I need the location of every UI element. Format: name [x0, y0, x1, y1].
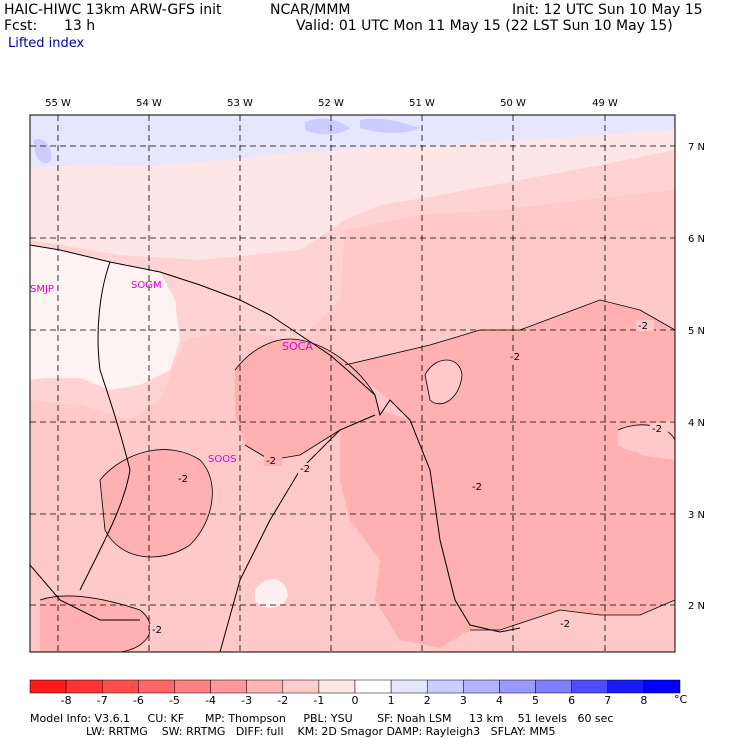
lat-label: 3 N: [688, 510, 705, 521]
colorbar-swatch: [571, 679, 609, 694]
model-info-line2: LW: RRTMG SW: RRTMG DIFF: full KM: 2D Sm…: [30, 725, 556, 738]
colorbar-tick-label: 6: [568, 694, 575, 707]
contour-label: -2: [152, 625, 162, 636]
lat-label: 4 N: [688, 418, 705, 429]
colorbar-tick-label: 4: [496, 694, 503, 707]
shade-pocket-1: [425, 360, 462, 404]
contour-lines: [39, 299, 675, 652]
colorbar: -8 -7 -6 -5 -4 -3 -2 -1 0 1 2 3 4 5 6 7 8: [29, 679, 681, 707]
colorbar-swatch: [643, 679, 681, 694]
shade-positive-blob-3: [34, 139, 52, 164]
colorbar-tick-label: -5: [169, 694, 180, 707]
colorbar-swatch: [463, 679, 500, 694]
colorbar-swatch: [210, 679, 247, 694]
colorbar-unit: °C: [674, 693, 688, 706]
colorbar-swatch: [426, 679, 464, 694]
shade-minus2-south: [340, 410, 470, 648]
station-label: SOOS: [208, 454, 236, 465]
contour-label: -2: [510, 352, 520, 363]
colorbar-tick-label: -6: [133, 694, 144, 707]
shade-pocket-3: [255, 579, 288, 608]
colorbar-tick-label: -8: [61, 694, 72, 707]
shade-positive-north: [30, 115, 675, 168]
org-label: NCAR/MMM: [270, 2, 351, 18]
shade-minus2-central: [235, 339, 380, 460]
latitude-labels: 7 N 6 N 5 N 4 N 3 N 2 N: [688, 142, 705, 612]
colorbar-swatch: [282, 679, 320, 694]
map-frame: [29, 114, 676, 653]
shade-positive-blob-1: [305, 118, 350, 135]
contour-label: -2: [638, 321, 648, 332]
colorbar-swatch: [101, 679, 139, 694]
lat-label: 5 N: [688, 326, 705, 337]
model-info-line1: Model Info: V3.6.1 CU: KF MP: Thompson P…: [30, 712, 614, 725]
lon-label: 54 W: [136, 98, 162, 109]
coastlines: [30, 244, 521, 652]
colorbar-swatch: [174, 679, 211, 694]
contour-label: -2: [652, 424, 662, 435]
colorbar-tick-label: -7: [97, 694, 108, 707]
valid-time: Valid: 01 UTC Mon 11 May 15 (22 LST Sun …: [296, 18, 673, 34]
lon-label: 51 W: [409, 98, 435, 109]
colorbar-tick-label: -4: [205, 694, 216, 707]
colorbar-swatch: [138, 679, 175, 694]
init-time: Init: 12 UTC Sun 10 May 15: [512, 2, 703, 18]
colorbar-swatch: [65, 679, 103, 694]
lat-label: 6 N: [688, 234, 705, 245]
colorbar-swatch: [607, 679, 645, 694]
colorbar-swatch: [499, 679, 536, 694]
station-label: SOGM: [131, 280, 162, 291]
lon-label: 50 W: [500, 98, 526, 109]
graticule: [30, 115, 675, 652]
lon-label: 52 W: [318, 98, 344, 109]
model-title: HAIC-HIWC 13km ARW-GFS init: [4, 2, 222, 18]
field-name: Lifted index: [8, 36, 85, 51]
shade-positive-blob-2: [360, 118, 420, 133]
colorbar-swatch: [246, 679, 284, 694]
forecast-hour: 13 h: [64, 18, 96, 34]
lat-label: 7 N: [688, 142, 705, 153]
contour-label: -2: [300, 464, 310, 475]
shaded-field: [30, 115, 675, 652]
colorbar-tick-label: 1: [388, 694, 395, 707]
colorbar-swatch: [535, 679, 572, 694]
colorbar-tick-label: 5: [532, 694, 539, 707]
colorbar-tick-label: 7: [604, 694, 611, 707]
shade-white-west: [30, 245, 180, 390]
colorbar-tick-label: 3: [460, 694, 467, 707]
contour-value-labels: -2 -2 -2 -2 -2 -2 -2 -2 -2: [150, 320, 668, 636]
colorbar-tick-label: -1: [313, 694, 324, 707]
colorbar-tick-label: 0: [352, 694, 359, 707]
station-label: SOCA: [282, 340, 313, 353]
colorbar-swatch: [354, 679, 392, 694]
longitude-labels: 55 W 54 W 53 W 52 W 51 W 50 W 49 W: [45, 98, 618, 109]
station-label: SMJP: [30, 284, 54, 295]
station-labels: SMJP SOGM SOCA SOOS: [30, 280, 313, 465]
shade-minus2-southwest: [40, 595, 151, 652]
contour-label: -2: [560, 619, 570, 630]
contour-label: -2: [472, 482, 482, 493]
colorbar-swatch: [318, 679, 356, 694]
lon-label: 53 W: [227, 98, 253, 109]
colorbar-tick-label: 2: [424, 694, 431, 707]
colorbar-swatch: [390, 679, 428, 694]
contour-label: -2: [266, 456, 276, 467]
colorbar-tick-label: -2: [277, 694, 288, 707]
lat-label: 2 N: [688, 601, 705, 612]
lon-label: 55 W: [45, 98, 71, 109]
colorbar-tick-label: -3: [241, 694, 252, 707]
contour-label: -2: [178, 474, 188, 485]
colorbar-swatch: [29, 679, 67, 694]
colorbar-tick-label: 8: [640, 694, 647, 707]
lon-label: 49 W: [592, 98, 618, 109]
forecast-label: Fcst:: [4, 18, 38, 34]
